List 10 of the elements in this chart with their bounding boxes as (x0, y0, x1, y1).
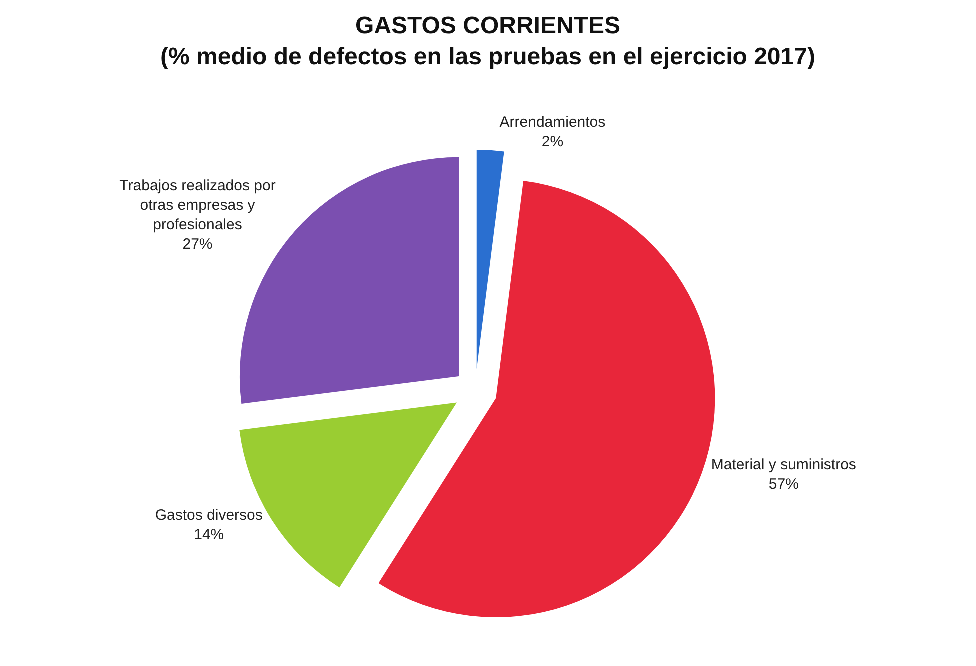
data-label: 27% (182, 236, 213, 253)
slice-label: Material y suministros (711, 456, 856, 474)
data-label: 14% (194, 526, 224, 544)
data-label: 2% (542, 134, 564, 151)
slice-label: Arrendamientos (500, 114, 606, 132)
chart-title: GASTOS CORRIENTES (356, 12, 620, 40)
slice-label: Gastos diversos (155, 507, 263, 524)
chart-subtitle: (% medio de defectos en las pruebas en el ejercicio 2017) (160, 44, 816, 70)
data-label: 57% (768, 476, 799, 493)
slice-label: Trabajos realizados por otras empresas y profesionales (120, 177, 276, 234)
